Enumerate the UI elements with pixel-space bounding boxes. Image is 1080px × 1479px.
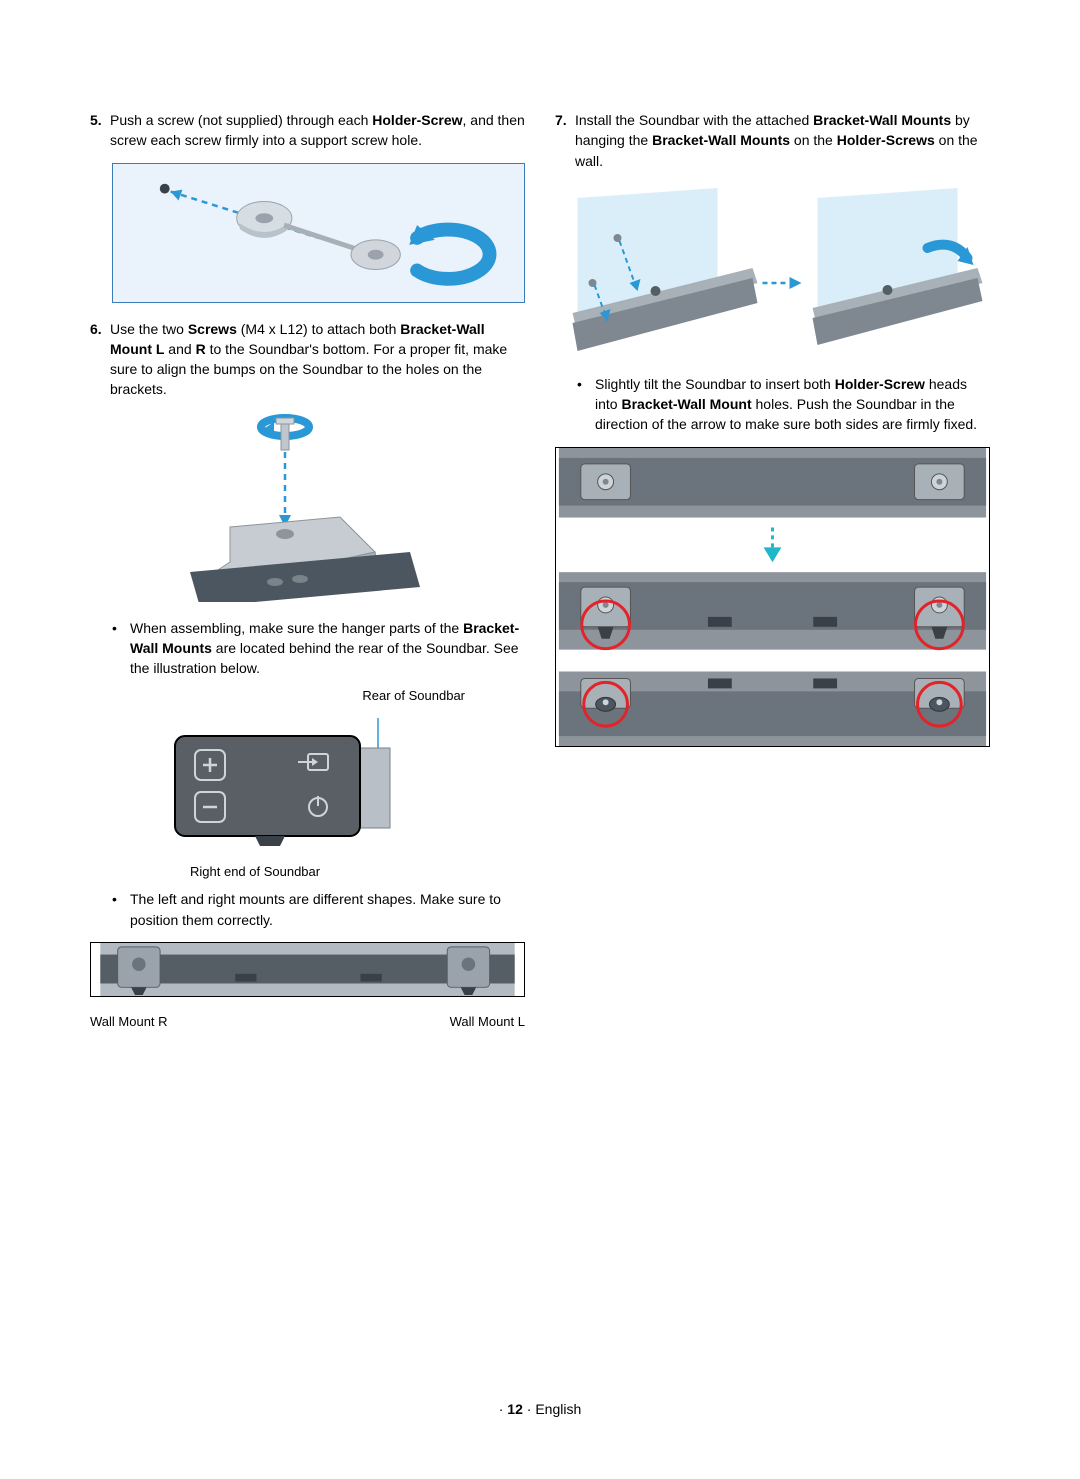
s7a: Install the Soundbar with the attached bbox=[575, 112, 813, 128]
figure-6-svg bbox=[170, 412, 420, 602]
s6c: (M4 x L12) to attach both bbox=[237, 321, 400, 337]
s7b: Bracket-Wall Mounts bbox=[813, 112, 951, 128]
figure-tilt-insert-svg bbox=[556, 448, 989, 746]
bullet-2: The left and right mounts are different … bbox=[112, 889, 525, 930]
figure-wall-mount-bar bbox=[90, 942, 525, 997]
step-7: 7. Install the Soundbar with the attache… bbox=[555, 110, 990, 171]
s7e: on the bbox=[790, 132, 837, 148]
step-6: 6. Use the two Screws (M4 x L12) to atta… bbox=[90, 319, 525, 400]
bullet-2-text: The left and right mounts are different … bbox=[130, 889, 525, 930]
b3d: Bracket-Wall Mount bbox=[621, 396, 751, 412]
figure-tilt-insert bbox=[555, 447, 990, 747]
s6e: and bbox=[164, 341, 195, 357]
step-6-number: 6. bbox=[90, 319, 110, 400]
b3b: Holder-Screw bbox=[835, 376, 925, 392]
step-5-text: Push a screw (not supplied) through each… bbox=[110, 110, 525, 151]
wall-mount-labels: Wall Mount R Wall Mount L bbox=[90, 1013, 525, 1032]
bullet-1-text: When assembling, make sure the hanger pa… bbox=[130, 618, 525, 679]
s7d: Bracket-Wall Mounts bbox=[652, 132, 790, 148]
left-column: 5. Push a screw (not supplied) through e… bbox=[90, 110, 525, 1032]
figure-5-screw-spacer bbox=[112, 163, 525, 303]
footer-lang: English bbox=[531, 1401, 581, 1417]
step-6-text: Use the two Screws (M4 x L12) to attach … bbox=[110, 319, 525, 400]
step-5-number: 5. bbox=[90, 110, 110, 151]
figure-rear-panel-svg bbox=[160, 718, 420, 853]
footer-dot1: · bbox=[499, 1401, 508, 1417]
s7f: Holder-Screws bbox=[837, 132, 935, 148]
s6b: Screws bbox=[188, 321, 237, 337]
bullet-3: Slightly tilt the Soundbar to insert bot… bbox=[577, 374, 990, 435]
figure-wall-mount-bar-svg bbox=[91, 943, 524, 996]
label-wall-mount-l: Wall Mount L bbox=[450, 1013, 525, 1032]
b1a: When assembling, make sure the hanger pa… bbox=[130, 620, 463, 636]
figure-rear-panel bbox=[160, 718, 420, 853]
right-column: 7. Install the Soundbar with the attache… bbox=[555, 110, 990, 1032]
step-5-text-a: Push a screw (not supplied) through each bbox=[110, 112, 372, 128]
step-7-text: Install the Soundbar with the attached B… bbox=[575, 110, 990, 171]
s6f: R bbox=[196, 341, 206, 357]
figure-7-svg bbox=[555, 183, 990, 358]
s6a: Use the two bbox=[110, 321, 188, 337]
figure-5-svg bbox=[113, 164, 524, 302]
bullet-3-text: Slightly tilt the Soundbar to insert bot… bbox=[595, 374, 990, 435]
step-5: 5. Push a screw (not supplied) through e… bbox=[90, 110, 525, 151]
b3a: Slightly tilt the Soundbar to insert bot… bbox=[595, 376, 835, 392]
label-wall-mount-r: Wall Mount R bbox=[90, 1013, 168, 1032]
page-footer: · 12 · English bbox=[0, 1399, 1080, 1419]
step-7-number: 7. bbox=[555, 110, 575, 171]
two-column-layout: 5. Push a screw (not supplied) through e… bbox=[90, 110, 990, 1032]
bullet-1: When assembling, make sure the hanger pa… bbox=[112, 618, 525, 679]
figure-7-hang-brackets bbox=[555, 183, 990, 358]
step-5-bold: Holder-Screw bbox=[372, 112, 462, 128]
label-rear-of-soundbar: Rear of Soundbar bbox=[90, 687, 465, 706]
footer-page: 12 bbox=[507, 1401, 523, 1417]
figure-6-attach-bracket bbox=[170, 412, 420, 602]
label-right-end: Right end of Soundbar bbox=[190, 863, 525, 882]
